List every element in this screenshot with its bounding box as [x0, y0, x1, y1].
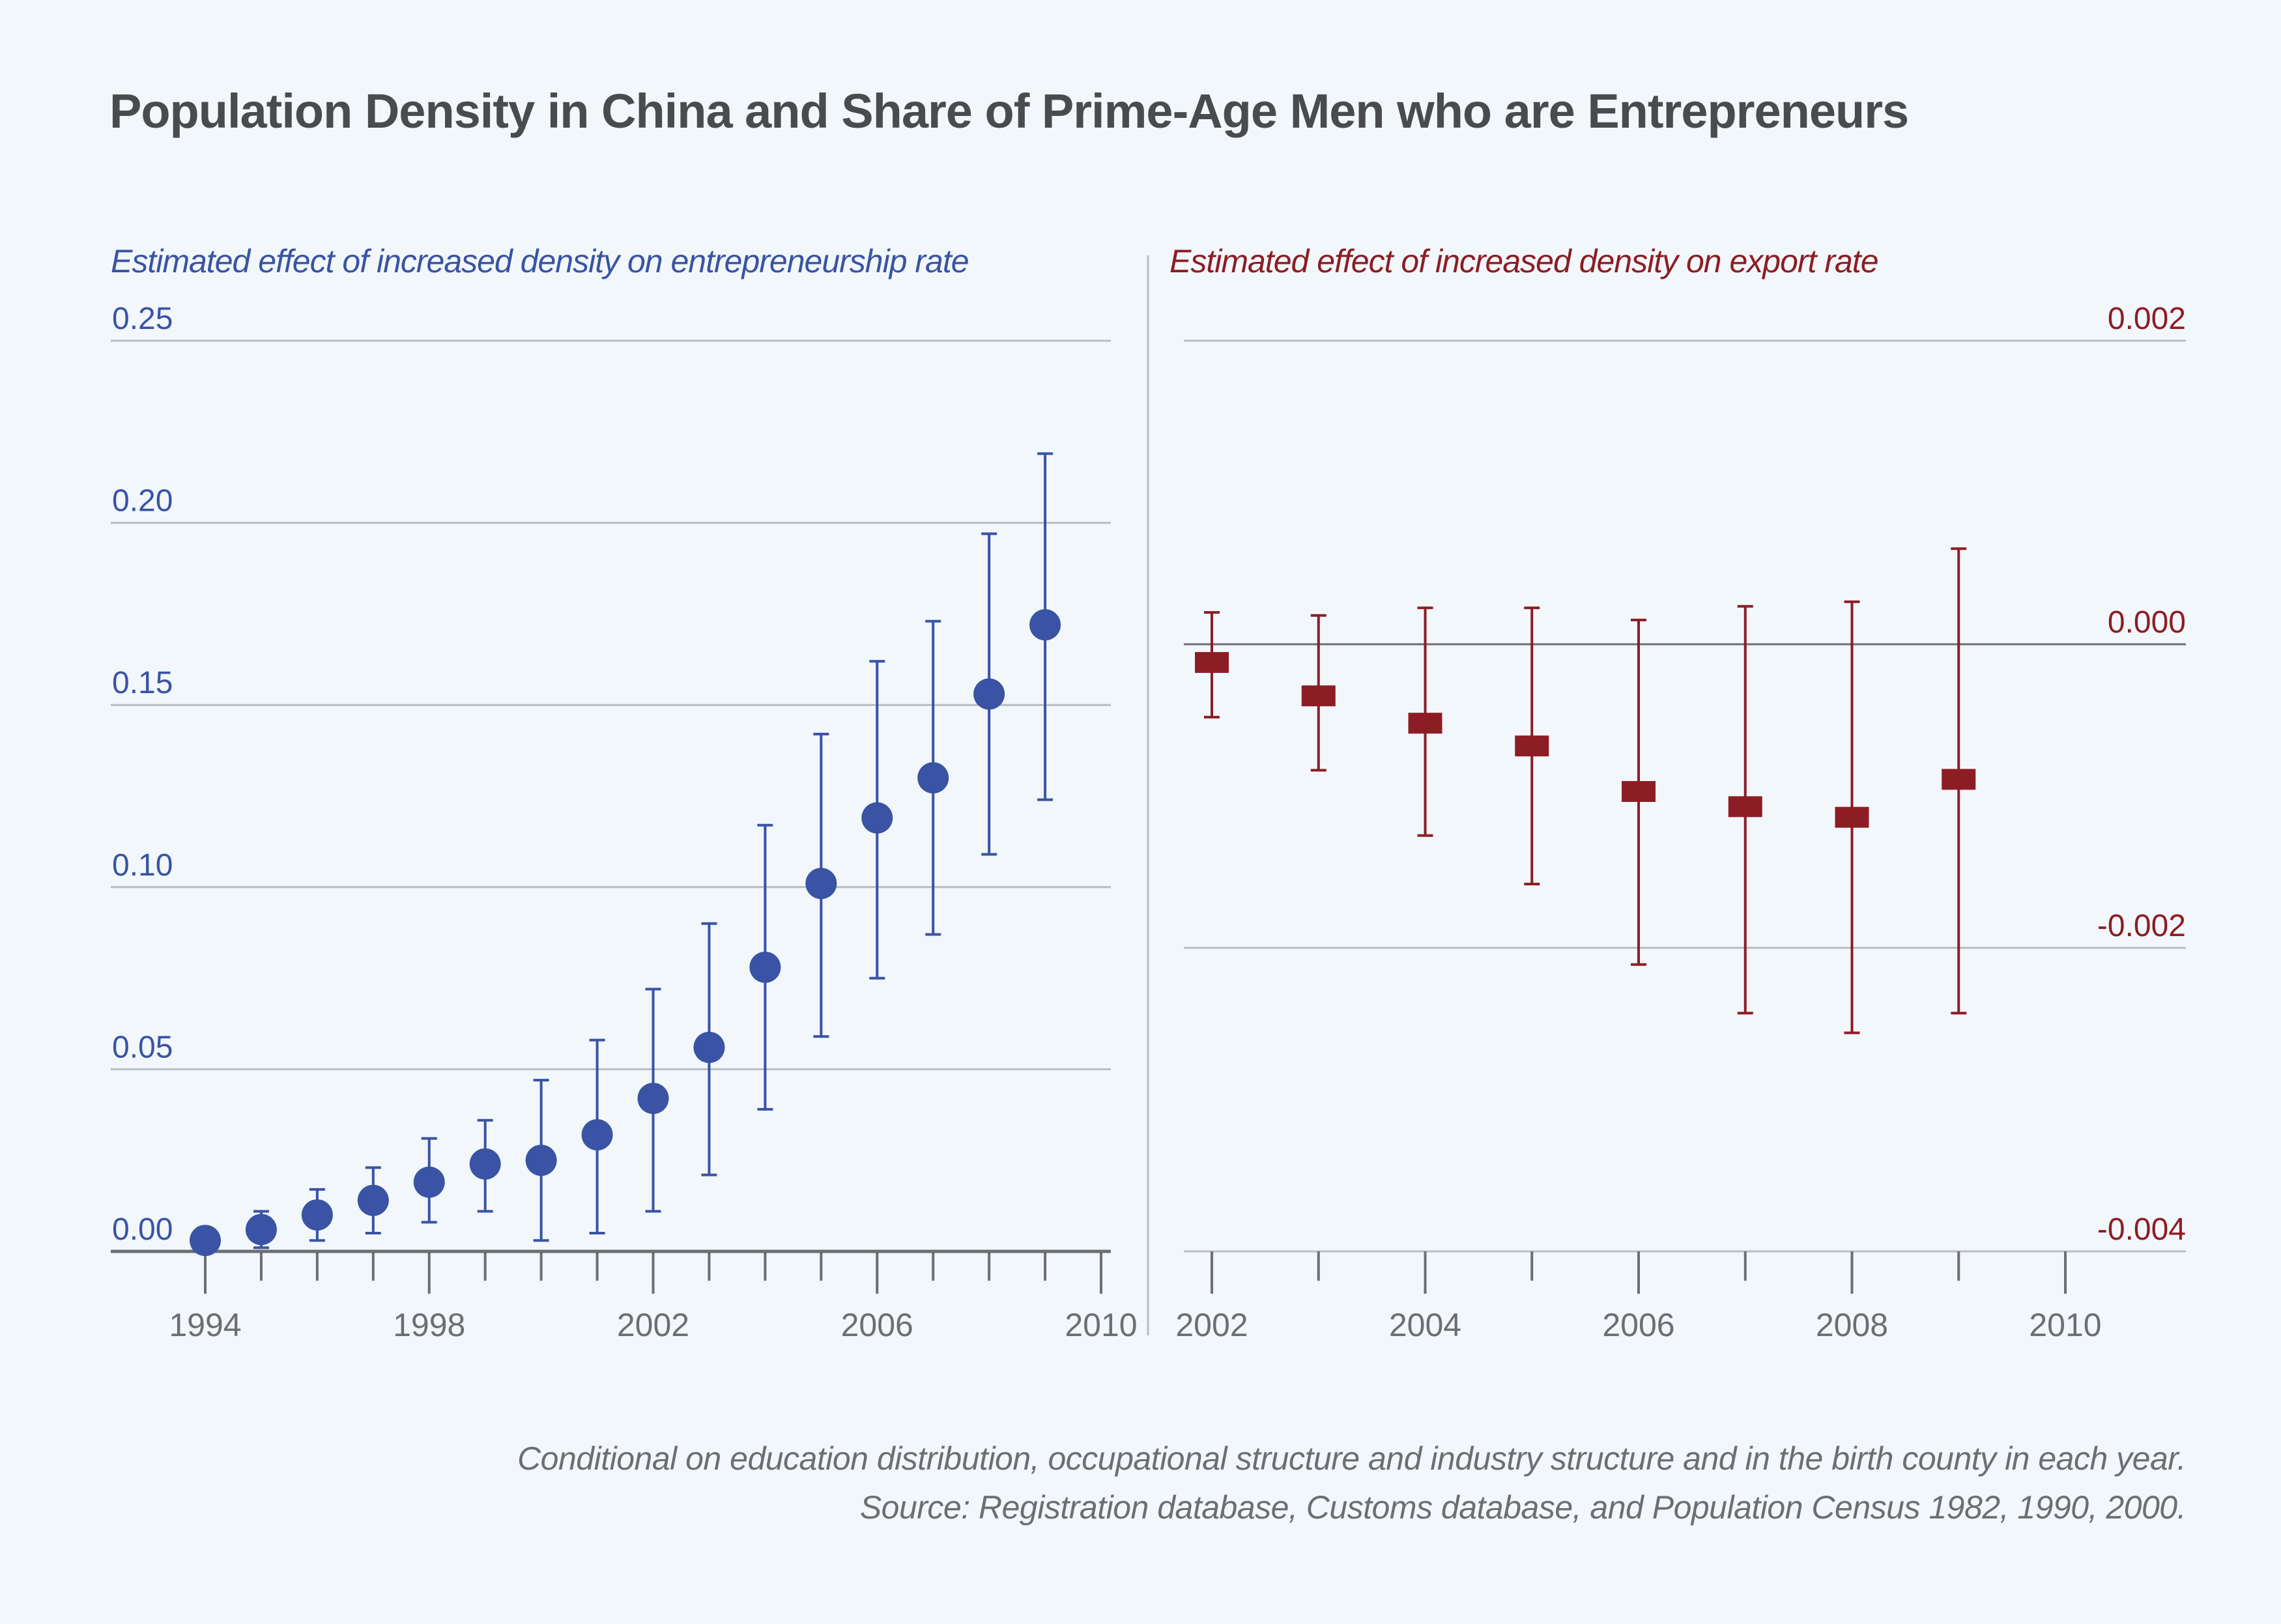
x-tick-label: 2006: [1602, 1307, 1674, 1343]
right-panel-subtitle: Estimated effect of increased density on…: [1169, 243, 1879, 279]
y-tick-label: 0.25: [112, 302, 173, 336]
data-point: [190, 1225, 221, 1257]
data-point: [637, 1083, 669, 1115]
data-point: [973, 678, 1005, 710]
y-tick-label: 0.002: [2108, 302, 2186, 336]
y-tick-label: 0.00: [112, 1212, 173, 1247]
data-point: [413, 1166, 445, 1198]
data-point: [693, 1031, 725, 1063]
left-panel: 0.00 0.05 0.10 0.15 0.20 0.25 1994 1998 2002 2006…: [111, 302, 1138, 1343]
y-tick-label: -0.002: [2097, 909, 2186, 943]
data-point: [469, 1148, 501, 1180]
y-tick-label: 0.05: [112, 1030, 173, 1064]
data-point: [805, 868, 837, 900]
x-tick-label: 2004: [1389, 1307, 1461, 1343]
x-tick-label: 2010: [1065, 1307, 1137, 1343]
left-panel-subtitle: Estimated effect of increased density on…: [111, 243, 969, 279]
y-tick-label: 0.15: [112, 666, 173, 700]
data-point: [861, 802, 893, 834]
data-point: [1408, 713, 1442, 734]
data-point: [1942, 769, 1976, 790]
x-tick-label: 2010: [2029, 1307, 2101, 1343]
x-tick-label: 2002: [617, 1307, 689, 1343]
x-tick-label: 2008: [1816, 1307, 1888, 1343]
x-tick-label: 1998: [393, 1307, 465, 1343]
data-point: [301, 1199, 333, 1231]
data-point: [1728, 796, 1762, 818]
data-point: [525, 1145, 557, 1176]
data-point: [1515, 735, 1549, 757]
data-point: [245, 1214, 277, 1246]
y-tick-label: 0.000: [2108, 605, 2186, 640]
y-tick-label: 0.10: [112, 848, 173, 883]
x-tick-label: 2006: [841, 1307, 913, 1343]
data-point: [581, 1119, 613, 1151]
right-panel: -0.004 -0.002 0.000 0.002 2002 2004 2006 2008 20…: [1175, 302, 2186, 1343]
y-tick-label: -0.004: [2097, 1212, 2186, 1247]
data-point: [357, 1184, 389, 1216]
data-point: [1301, 685, 1336, 707]
footnote-source: Source: Registration database, Customs d…: [859, 1489, 2187, 1526]
footnote-conditions: Conditional on education distribution, o…: [517, 1440, 2186, 1477]
x-tick-label: 2002: [1175, 1307, 1248, 1343]
data-point: [1835, 806, 1869, 828]
y-tick-label: 0.20: [112, 484, 173, 519]
x-tick-label: 1994: [169, 1307, 241, 1343]
data-point: [917, 762, 949, 794]
chart-title: Population Density in China and Share of…: [109, 84, 1909, 138]
data-point: [1029, 609, 1061, 641]
data-point: [749, 951, 781, 983]
data-point: [1195, 651, 1229, 673]
data-point: [1622, 781, 1656, 803]
